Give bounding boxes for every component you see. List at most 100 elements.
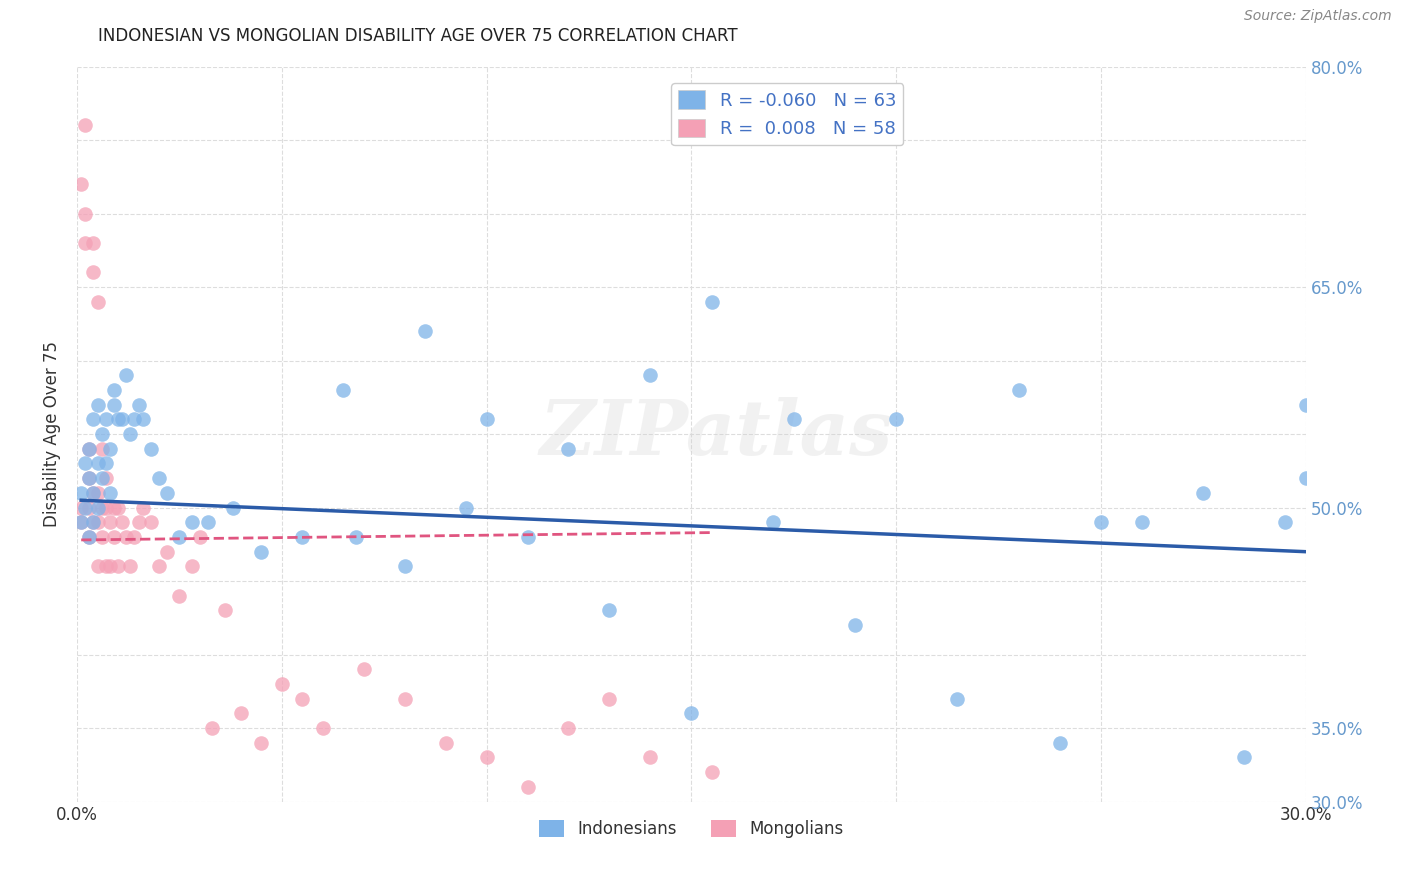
Point (516, 530, 538, 544)
Point (640, 750, 662, 764)
Point (139, 516, 162, 530)
Point (90, 530, 112, 544)
Point (1295, 398, 1317, 412)
Point (94, 457, 117, 471)
Y-axis label: Disability Age Over 75: Disability Age Over 75 (44, 341, 60, 527)
Point (70, 486, 93, 500)
Point (700, 294, 723, 309)
Point (128, 516, 150, 530)
Point (107, 500, 129, 515)
Point (221, 500, 243, 515)
Point (1233, 750, 1256, 764)
Point (70, 516, 93, 530)
Point (353, 662, 375, 676)
Point (229, 706, 252, 721)
Point (475, 412, 498, 426)
Point (844, 618, 866, 632)
Point (557, 442, 579, 456)
Point (103, 500, 125, 515)
Point (124, 530, 146, 544)
Point (75, 119, 97, 133)
Point (197, 516, 219, 530)
Point (201, 721, 224, 735)
Point (86, 516, 108, 530)
Point (884, 412, 907, 426)
Point (250, 736, 273, 750)
Point (598, 691, 620, 706)
Point (94, 471, 117, 485)
Point (107, 559, 129, 574)
Point (516, 780, 538, 794)
Point (456, 500, 478, 515)
Point (86, 486, 108, 500)
Point (79, 471, 101, 485)
Point (169, 530, 191, 544)
Point (79, 530, 101, 544)
Point (214, 603, 236, 617)
Text: Source: ZipAtlas.com: Source: ZipAtlas.com (1244, 9, 1392, 23)
Point (86, 398, 108, 412)
Point (1274, 516, 1296, 530)
Point (107, 412, 129, 426)
Point (598, 603, 620, 617)
Point (681, 706, 703, 721)
Point (82, 235, 104, 250)
Point (128, 398, 150, 412)
Point (131, 500, 153, 515)
Point (75, 235, 97, 250)
Point (394, 559, 416, 574)
Point (475, 750, 498, 764)
Point (90, 500, 112, 515)
Point (291, 691, 314, 706)
Point (79, 471, 101, 485)
Point (782, 412, 804, 426)
Point (115, 368, 138, 383)
Point (250, 544, 273, 558)
Point (82, 265, 104, 279)
Legend: Indonesians, Mongolians: Indonesians, Mongolians (533, 814, 849, 845)
Point (98, 486, 121, 500)
Point (82, 486, 104, 500)
Point (90, 427, 112, 442)
Point (103, 530, 125, 544)
Point (413, 324, 436, 338)
Point (180, 559, 202, 574)
Point (188, 530, 211, 544)
Point (79, 530, 101, 544)
Point (70, 500, 93, 515)
Point (86, 294, 108, 309)
Point (86, 457, 108, 471)
Text: ZIPatlas: ZIPatlas (540, 397, 893, 471)
Point (111, 412, 134, 426)
Point (94, 412, 117, 426)
Point (90, 471, 112, 485)
Point (120, 427, 142, 442)
Point (82, 516, 104, 530)
Point (70, 516, 93, 530)
Point (79, 500, 101, 515)
Point (111, 516, 134, 530)
Point (94, 559, 117, 574)
Point (79, 442, 101, 456)
Point (1130, 516, 1153, 530)
Point (131, 412, 153, 426)
Point (434, 736, 457, 750)
Point (98, 516, 121, 530)
Point (156, 486, 179, 500)
Point (79, 442, 101, 456)
Point (82, 412, 104, 426)
Point (124, 412, 146, 426)
Point (169, 589, 191, 603)
Point (762, 516, 785, 530)
Point (82, 516, 104, 530)
Point (1090, 516, 1112, 530)
Point (148, 471, 170, 485)
Point (180, 516, 202, 530)
Point (1295, 471, 1317, 485)
Point (148, 559, 170, 574)
Point (640, 368, 662, 383)
Point (75, 206, 97, 220)
Point (946, 691, 969, 706)
Point (75, 457, 97, 471)
Point (332, 383, 354, 397)
